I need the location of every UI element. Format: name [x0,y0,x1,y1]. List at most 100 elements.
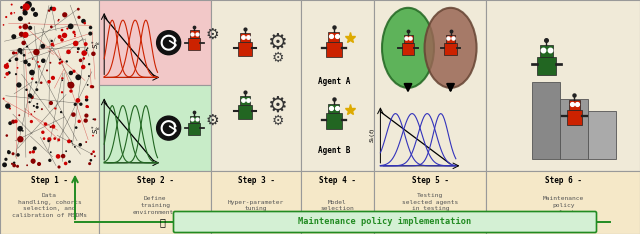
Point [17,6,27,9]
Point [78,65,88,69]
Bar [561,99,589,159]
Point [70,102,81,106]
Point [20,60,31,64]
Point [81,119,91,122]
Point [44,80,54,84]
Point [70,42,81,45]
Text: Step 3 -: Step 3 - [237,176,275,185]
Bar [567,110,582,125]
Point [0,163,10,167]
Point [78,19,88,23]
Text: Hyper-parameter
tuning: Hyper-parameter tuning [228,200,284,211]
Point [70,145,80,149]
Point [19,53,29,57]
Point [22,45,32,48]
Bar [99,85,211,171]
Point [9,35,19,39]
Point [15,49,25,52]
Point [29,110,40,113]
Text: Maintenance
policy
analysis: Maintenance policy analysis [543,197,584,215]
Point [76,58,86,62]
Point [6,11,17,15]
Text: ⚙: ⚙ [272,51,285,65]
Point [21,5,31,9]
Point [66,71,76,75]
Bar [402,43,414,55]
Point [9,164,19,167]
Bar [188,123,200,135]
Point [44,139,54,143]
Circle shape [157,31,180,55]
Point [45,125,56,129]
Point [20,11,30,15]
Point [21,88,31,92]
Point [81,98,92,102]
Point [28,150,38,154]
Point [38,59,49,63]
Point [38,44,48,48]
Point [3,149,13,153]
Bar [540,45,553,57]
Bar [190,30,198,38]
Point [81,48,92,52]
Text: ⚙: ⚙ [268,33,289,53]
Point [32,102,42,106]
Point [17,33,27,36]
Bar [589,111,616,159]
Point [54,138,64,142]
Point [15,127,25,131]
Point [4,71,14,75]
Point [15,25,26,29]
Bar [446,35,455,43]
Point [47,43,57,47]
Bar [99,171,211,234]
Point [56,110,66,114]
Point [4,150,14,154]
Bar [99,0,211,85]
Bar [326,42,342,57]
Point [24,63,34,66]
Point [1,15,12,19]
Point [23,3,33,7]
Point [82,105,92,108]
Text: Agent A: Agent A [317,77,350,87]
Point [70,33,80,36]
Bar [0,171,99,234]
Point [3,104,13,108]
Point [46,25,56,29]
Point [86,158,96,162]
Point [2,62,12,66]
Point [84,162,95,165]
Point [74,15,84,19]
Point [73,7,83,11]
Point [34,162,44,166]
Bar [328,103,339,113]
Point [4,59,15,62]
Point [54,165,64,169]
Point [68,113,79,117]
Text: Step 4 -: Step 4 - [319,176,356,185]
Point [83,83,93,87]
Text: ⚙: ⚙ [268,96,289,116]
Point [85,32,95,36]
Point [26,120,36,123]
Point [79,51,90,55]
Point [73,50,83,54]
Point [27,95,37,99]
Point [7,162,17,166]
Text: Step 5 -: Step 5 - [412,176,449,185]
Bar [301,0,374,171]
Point [50,106,60,110]
Bar [326,113,342,129]
Point [83,46,93,50]
Bar [238,42,252,56]
Bar [211,0,301,171]
Point [70,34,80,38]
FancyBboxPatch shape [173,212,596,233]
Point [27,71,37,74]
Point [0,97,9,101]
Point [28,7,38,11]
Point [11,120,21,123]
Point [86,152,97,156]
Point [46,101,56,105]
